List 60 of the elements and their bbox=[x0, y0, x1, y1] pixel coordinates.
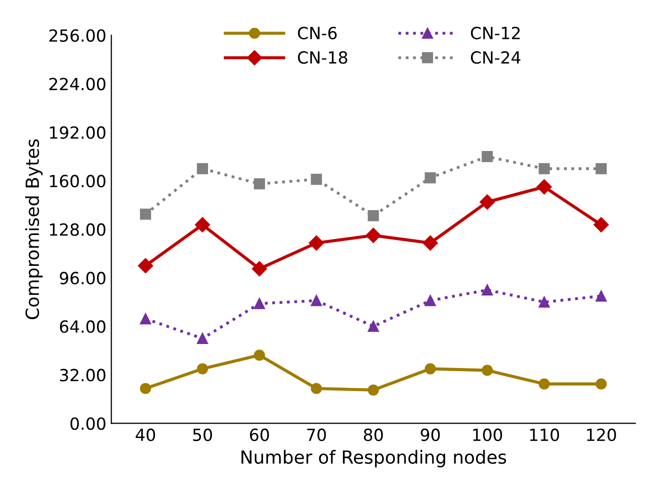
point bbox=[536, 179, 552, 194]
legend-label: CN-6 bbox=[298, 26, 337, 40]
y-axis-title: Compromised Bytes bbox=[25, 139, 43, 320]
y-tick-label: 64.00 bbox=[60, 320, 106, 333]
x-tick-label: 100 bbox=[473, 428, 502, 442]
point bbox=[482, 364, 493, 376]
y-tick-label: 256.00 bbox=[49, 29, 106, 42]
x-tick-label: 70 bbox=[307, 428, 326, 442]
y-tick-label: 96.00 bbox=[60, 272, 106, 284]
point bbox=[194, 217, 210, 232]
y-tick-label: 0.00 bbox=[70, 417, 106, 430]
legend-label: CN-18 bbox=[298, 51, 348, 64]
y-tick-label: 32.00 bbox=[60, 368, 106, 382]
point bbox=[596, 378, 607, 390]
point bbox=[254, 178, 265, 190]
x-tick-label: 90 bbox=[420, 428, 440, 442]
point bbox=[482, 151, 493, 162]
point bbox=[482, 284, 493, 296]
point bbox=[254, 298, 265, 310]
point bbox=[596, 163, 607, 174]
point bbox=[310, 295, 322, 306]
point bbox=[196, 332, 208, 344]
point bbox=[196, 163, 208, 174]
y-tick-label: 224.00 bbox=[49, 78, 106, 90]
legend-label: CN-12 bbox=[470, 26, 520, 40]
x-tick-label: 60 bbox=[250, 428, 269, 442]
point bbox=[368, 384, 379, 396]
point bbox=[596, 290, 607, 302]
x-tick-label: 120 bbox=[587, 428, 616, 442]
point bbox=[594, 217, 609, 232]
point bbox=[310, 174, 322, 185]
point bbox=[424, 172, 436, 184]
point bbox=[140, 313, 152, 324]
point bbox=[424, 295, 436, 306]
point bbox=[366, 228, 381, 243]
x-axis-title: Number of Responding nodes bbox=[242, 450, 506, 468]
point bbox=[254, 350, 265, 361]
x-tick-label: 40 bbox=[136, 428, 156, 442]
x-tick-label: 50 bbox=[193, 428, 212, 442]
x-tick-label: 110 bbox=[530, 428, 560, 442]
point bbox=[138, 258, 154, 274]
point bbox=[196, 363, 208, 374]
point bbox=[308, 235, 324, 251]
point bbox=[538, 378, 550, 390]
point bbox=[538, 296, 550, 308]
point bbox=[368, 320, 379, 332]
point bbox=[140, 208, 152, 220]
point bbox=[368, 210, 379, 222]
y-tick-label: 128.00 bbox=[50, 223, 106, 236]
x-tick-label: 80 bbox=[364, 428, 383, 442]
point bbox=[252, 261, 268, 276]
point bbox=[480, 194, 495, 210]
point bbox=[310, 382, 322, 394]
y-tick-label: 192.00 bbox=[50, 126, 106, 139]
point bbox=[422, 235, 438, 251]
legend-label: CN-24 bbox=[470, 51, 520, 64]
point bbox=[140, 382, 152, 394]
point bbox=[424, 363, 436, 374]
point bbox=[538, 163, 550, 174]
y-tick-label: 160.00 bbox=[50, 174, 106, 188]
